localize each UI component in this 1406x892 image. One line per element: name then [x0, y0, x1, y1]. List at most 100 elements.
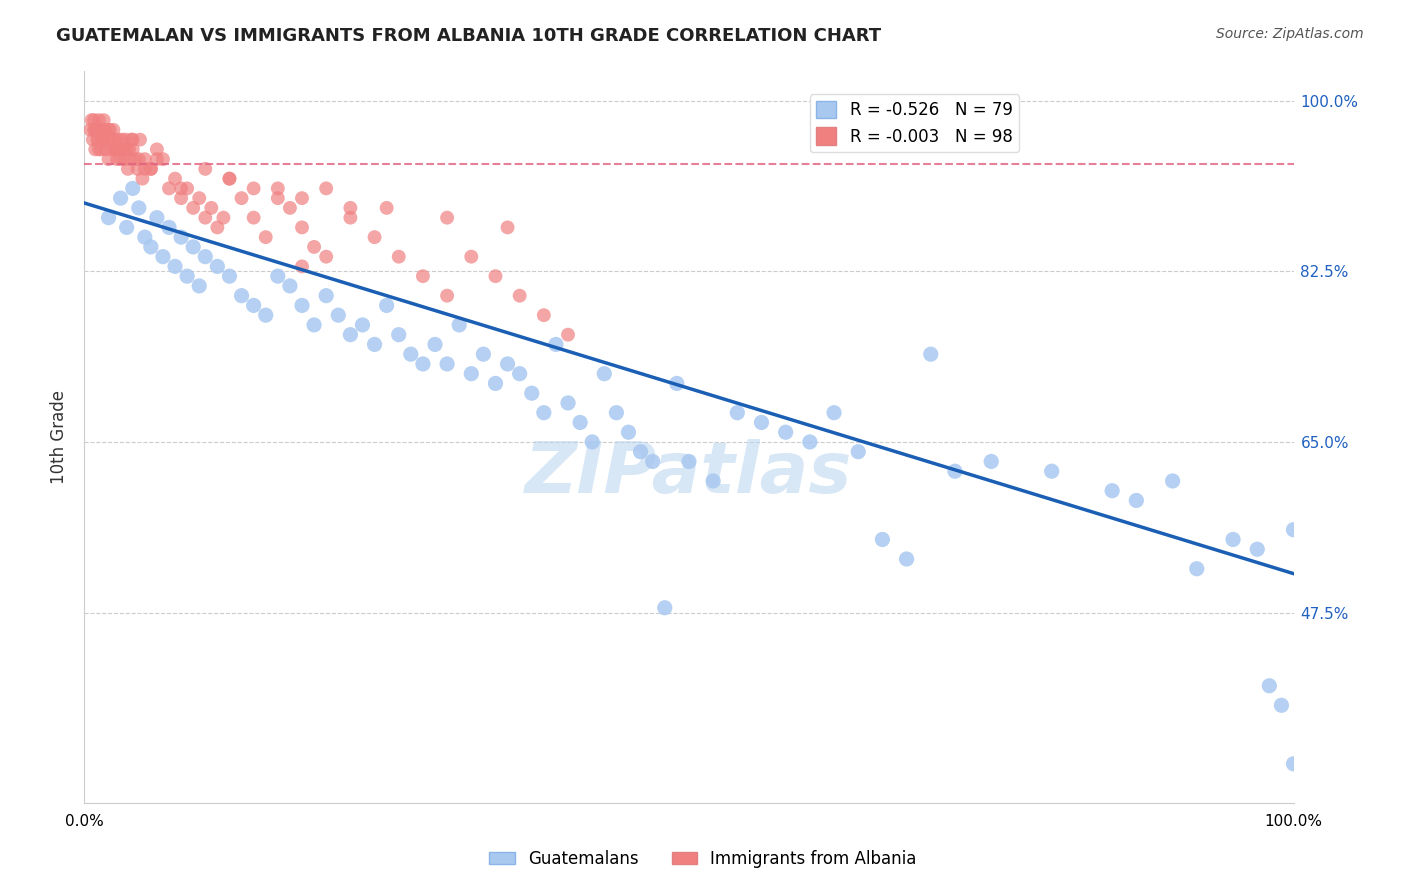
Immigrants from Albania — [339, 201, 361, 215]
Immigrants from Albania — [121, 133, 143, 147]
Immigrants from Albania — [86, 123, 108, 137]
Guatemalans — [254, 308, 277, 322]
Guatemalans — [339, 327, 361, 342]
Guatemalans — [231, 288, 253, 302]
Guatemalans — [170, 230, 193, 244]
Immigrants from Albania — [105, 152, 128, 166]
Guatemalans — [980, 454, 1002, 468]
Guatemalans — [436, 357, 458, 371]
Y-axis label: 10th Grade: 10th Grade — [51, 390, 69, 484]
Guatemalans — [1246, 542, 1268, 557]
Guatemalans — [520, 386, 543, 401]
Immigrants from Albania — [104, 142, 127, 156]
Immigrants from Albania — [388, 250, 411, 264]
Immigrants from Albania — [118, 142, 141, 156]
Immigrants from Albania — [84, 123, 107, 137]
Immigrants from Albania — [165, 171, 187, 186]
Immigrants from Albania — [557, 327, 579, 342]
Immigrants from Albania — [93, 113, 115, 128]
Immigrants from Albania — [363, 230, 385, 244]
Immigrants from Albania — [124, 152, 146, 166]
Immigrants from Albania — [100, 133, 122, 147]
Immigrants from Albania — [96, 133, 118, 147]
Guatemalans — [617, 425, 640, 440]
Immigrants from Albania — [101, 142, 124, 156]
Immigrants from Albania — [152, 152, 174, 166]
Guatemalans — [496, 357, 519, 371]
Immigrants from Albania — [509, 288, 531, 302]
Guatemalans — [352, 318, 374, 332]
Immigrants from Albania — [212, 211, 235, 225]
Guatemalans — [181, 240, 204, 254]
Guatemalans — [388, 327, 411, 342]
Immigrants from Albania — [79, 123, 101, 137]
Guatemalans — [846, 444, 869, 458]
Guatemalans — [194, 250, 217, 264]
Immigrants from Albania — [112, 152, 135, 166]
Immigrants from Albania — [120, 152, 142, 166]
Guatemalans — [110, 191, 132, 205]
Immigrants from Albania — [128, 152, 150, 166]
Immigrants from Albania — [83, 123, 105, 137]
Guatemalans — [751, 416, 773, 430]
Guatemalans — [97, 211, 120, 225]
Immigrants from Albania — [84, 142, 107, 156]
Legend: Guatemalans, Immigrants from Albania: Guatemalans, Immigrants from Albania — [482, 844, 924, 875]
Guatemalans — [399, 347, 422, 361]
Guatemalans — [1282, 756, 1305, 771]
Immigrants from Albania — [121, 133, 143, 147]
Immigrants from Albania — [110, 152, 132, 166]
Immigrants from Albania — [129, 133, 152, 147]
Guatemalans — [1125, 493, 1147, 508]
Immigrants from Albania — [436, 288, 458, 302]
Immigrants from Albania — [94, 123, 117, 137]
Immigrants from Albania — [82, 133, 104, 147]
Guatemalans — [363, 337, 385, 351]
Immigrants from Albania — [291, 260, 314, 274]
Guatemalans — [630, 444, 652, 458]
Immigrants from Albania — [80, 113, 103, 128]
Guatemalans — [1270, 698, 1292, 713]
Immigrants from Albania — [139, 161, 162, 176]
Guatemalans — [291, 298, 314, 312]
Guatemalans — [943, 464, 966, 478]
Immigrants from Albania — [302, 240, 325, 254]
Guatemalans — [1258, 679, 1281, 693]
Immigrants from Albania — [134, 161, 156, 176]
Immigrants from Albania — [121, 142, 143, 156]
Immigrants from Albania — [94, 142, 117, 156]
Guatemalans — [799, 434, 821, 449]
Guatemalans — [484, 376, 506, 391]
Guatemalans — [1040, 464, 1063, 478]
Guatemalans — [557, 396, 579, 410]
Guatemalans — [872, 533, 894, 547]
Immigrants from Albania — [91, 133, 114, 147]
Text: Source: ZipAtlas.com: Source: ZipAtlas.com — [1216, 27, 1364, 41]
Immigrants from Albania — [107, 133, 129, 147]
Guatemalans — [823, 406, 845, 420]
Immigrants from Albania — [127, 161, 149, 176]
Guatemalans — [152, 250, 174, 264]
Immigrants from Albania — [200, 201, 222, 215]
Immigrants from Albania — [460, 250, 482, 264]
Guatemalans — [1282, 523, 1305, 537]
Immigrants from Albania — [242, 181, 264, 195]
Guatemalans — [544, 337, 567, 351]
Guatemalans — [176, 269, 198, 284]
Guatemalans — [896, 552, 918, 566]
Immigrants from Albania — [170, 181, 193, 195]
Immigrants from Albania — [315, 250, 337, 264]
Guatemalans — [641, 454, 664, 468]
Immigrants from Albania — [176, 181, 198, 195]
Immigrants from Albania — [86, 133, 108, 147]
Immigrants from Albania — [267, 191, 290, 205]
Immigrants from Albania — [134, 152, 156, 166]
Immigrants from Albania — [108, 142, 131, 156]
Immigrants from Albania — [194, 161, 217, 176]
Immigrants from Albania — [436, 211, 458, 225]
Guatemalans — [509, 367, 531, 381]
Legend: R = -0.526   N = 79, R = -0.003   N = 98: R = -0.526 N = 79, R = -0.003 N = 98 — [810, 95, 1019, 153]
Guatemalans — [472, 347, 495, 361]
Immigrants from Albania — [207, 220, 229, 235]
Guatemalans — [1185, 562, 1208, 576]
